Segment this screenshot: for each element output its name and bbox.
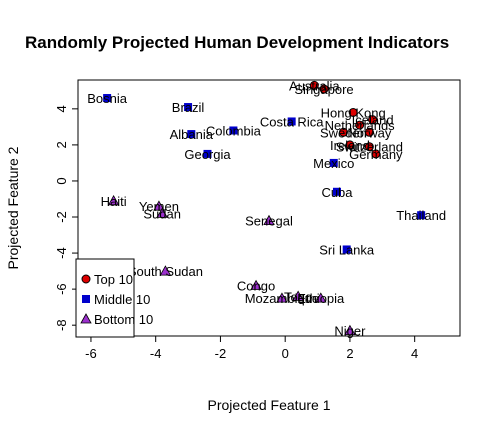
data-point [319, 84, 329, 94]
data-point [250, 279, 262, 290]
axes: -6 -4 -2 0 2 4 -8 -6 -4 -2 0 2 4 [54, 105, 418, 361]
x-tick-label: 4 [411, 346, 418, 361]
point-label: Yemen [139, 199, 179, 214]
data-point [364, 127, 374, 137]
point-label: Iceland [352, 113, 394, 128]
legend-marker [80, 313, 92, 324]
x-tick-label: -4 [150, 346, 162, 361]
point-label: Congo [237, 279, 275, 294]
point-label: Germany [349, 147, 403, 162]
point-label: Ethiopia [297, 291, 345, 306]
y-tick-label: -6 [54, 283, 69, 295]
legend-marker [81, 274, 91, 284]
data-point [184, 103, 193, 112]
point-label: Albania [170, 127, 214, 142]
point-label: Niger [334, 324, 366, 339]
point-label: Togo [284, 289, 312, 304]
point-label: Senegal [245, 214, 293, 229]
x-tick-label: 2 [346, 346, 353, 361]
data-point [417, 211, 426, 220]
data-point [309, 80, 319, 90]
point-label: Australia [289, 78, 340, 93]
data-point [292, 290, 304, 301]
data-point [287, 117, 296, 126]
data-point [276, 292, 288, 303]
point-label: Sweden [320, 125, 367, 140]
data-point [263, 214, 275, 226]
data-point [153, 200, 165, 211]
data-point [315, 292, 327, 303]
data-point [368, 115, 378, 125]
legend-label: Bottom 10 [94, 312, 153, 327]
point-label: Norway [347, 125, 392, 140]
data-point [344, 324, 356, 335]
data-point [345, 140, 355, 150]
x-tick-label: 0 [282, 346, 289, 361]
point-label: Netherlands [325, 118, 396, 133]
chart-title: Randomly Projected Human Development Ind… [25, 33, 449, 52]
point-label: Colombia [206, 123, 262, 138]
x-axis-label: Projected Feature 1 [208, 397, 331, 413]
y-tick-label: -8 [54, 319, 69, 331]
x-tick-label: -2 [215, 346, 227, 361]
data-point [156, 207, 168, 218]
legend-label: Top 10 [94, 272, 133, 287]
point-label: Sudan [143, 206, 181, 221]
y-tick-label: -4 [54, 247, 69, 259]
data-point [329, 158, 338, 167]
data-points [103, 80, 426, 335]
y-tick-label: 0 [54, 177, 69, 184]
legend: Top 10 Middle 10 Bottom 10 [75, 258, 153, 338]
point-label: Thailand [396, 208, 446, 223]
point-label: Mexico [313, 156, 354, 171]
y-tick-label: 4 [54, 105, 69, 112]
data-point [107, 194, 120, 206]
point-label: Haiti [101, 194, 127, 209]
y-axis-label: Projected Feature 2 [5, 146, 21, 269]
y-tick-label: -2 [54, 211, 69, 223]
point-label: Costa Rica [260, 114, 324, 129]
point-label: Ireland [330, 138, 370, 153]
legend-marker [82, 295, 90, 303]
data-point [332, 187, 341, 196]
point-label: Georgia [184, 147, 231, 162]
data-point [229, 126, 238, 135]
data-point [364, 142, 374, 152]
point-label: Cuba [321, 185, 353, 200]
point-label: Bosnia [87, 91, 128, 106]
data-point [355, 120, 365, 130]
y-tick-label: 2 [54, 141, 69, 148]
point-label: Switzerland [336, 140, 403, 155]
data-point [103, 94, 112, 103]
data-point [203, 149, 212, 158]
data-point [371, 149, 381, 159]
point-label: Singapore [294, 82, 353, 97]
point-label: Sri Lanka [319, 242, 375, 257]
data-point [187, 130, 196, 139]
legend-label: Middle 10 [94, 292, 150, 307]
data-point [338, 127, 348, 137]
point-label: Hong Kong [321, 105, 386, 120]
data-point [348, 107, 358, 117]
point-label: South Sudan [128, 264, 203, 279]
point-label: Mozambique [245, 291, 319, 306]
data-point [342, 245, 351, 254]
point-label: Brazil [172, 100, 205, 115]
plot-frame [77, 79, 461, 337]
x-tick-label: -6 [85, 346, 97, 361]
data-point [159, 265, 172, 276]
